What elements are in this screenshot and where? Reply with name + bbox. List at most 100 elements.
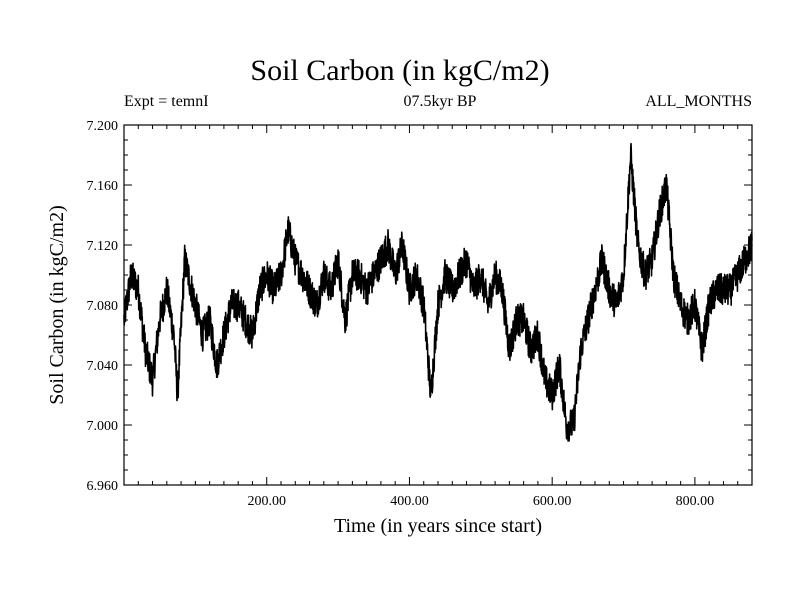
data-point <box>736 274 739 276</box>
data-point <box>729 289 732 291</box>
data-point <box>637 244 639 246</box>
data-point <box>537 334 539 336</box>
chart-title: Soil Carbon (in kgC/m2) <box>250 54 550 87</box>
data-point <box>487 304 489 306</box>
y-tick-label: 6.960 <box>87 479 119 494</box>
data-point <box>608 289 611 291</box>
data-point <box>201 334 204 336</box>
data-point <box>251 334 254 336</box>
x-tick-label: 800.00 <box>676 494 715 509</box>
data-point <box>622 274 625 276</box>
data-point <box>658 214 661 216</box>
data-point <box>565 424 568 426</box>
data-point <box>651 259 653 261</box>
data-point <box>244 319 247 321</box>
x-tick-label: 400.00 <box>390 494 429 509</box>
data-point <box>644 274 646 276</box>
data-point <box>315 304 318 306</box>
data-point <box>280 274 282 276</box>
data-point <box>458 274 461 276</box>
y-tick-label: 7.040 <box>87 359 119 374</box>
data-point <box>387 244 389 246</box>
data-point <box>365 289 368 291</box>
data-point <box>501 289 504 291</box>
series-layer <box>123 142 753 442</box>
data-point <box>415 274 418 276</box>
data-point <box>237 304 239 306</box>
data-point <box>215 364 218 366</box>
x-tick-label: 200.00 <box>247 494 286 509</box>
data-point <box>594 289 596 291</box>
data-point <box>223 334 225 336</box>
data-point <box>515 319 518 321</box>
data-point <box>265 274 268 276</box>
data-point <box>465 259 468 261</box>
data-point <box>137 289 140 291</box>
data-point <box>430 394 432 396</box>
data-point <box>722 289 725 291</box>
data-point <box>130 274 132 276</box>
data-point <box>183 259 186 261</box>
data-point <box>173 334 175 336</box>
data-point <box>144 349 147 351</box>
data-point <box>679 304 682 306</box>
data-point <box>308 289 311 291</box>
data-point <box>572 424 575 426</box>
data-point <box>372 274 375 276</box>
experiment-label: Expt = temnI <box>124 93 209 110</box>
data-point <box>230 304 232 306</box>
data-point <box>715 289 718 291</box>
y-tick-label: 7.200 <box>87 119 119 134</box>
data-point <box>686 319 689 321</box>
data-point <box>672 274 675 276</box>
y-tick-label: 7.120 <box>87 239 119 254</box>
data-point <box>444 274 446 276</box>
data-point <box>494 274 496 276</box>
data-point <box>330 289 332 291</box>
data-point <box>587 319 589 321</box>
data-point <box>544 379 546 381</box>
y-tick-label: 7.080 <box>87 299 119 314</box>
data-point <box>579 349 582 351</box>
data-point <box>472 289 475 291</box>
y-tick-label: 7.000 <box>87 419 119 434</box>
data-point <box>194 304 197 306</box>
data-point <box>508 349 511 351</box>
data-point <box>151 379 154 381</box>
data-point <box>273 289 275 291</box>
data-point <box>558 364 561 366</box>
data-point <box>694 304 696 306</box>
data-point <box>323 274 325 276</box>
y-axis-label: Soil Carbon (in kgC/m2) <box>46 205 68 404</box>
data-point <box>480 274 482 276</box>
data-point <box>437 304 439 306</box>
data-point <box>551 394 553 396</box>
data-point <box>629 154 632 156</box>
data-point <box>344 319 347 321</box>
data-point <box>529 349 532 351</box>
y-tick-label: 7.160 <box>87 179 119 194</box>
data-point <box>408 289 411 291</box>
data-point <box>258 289 261 291</box>
months-label: ALL_MONTHS <box>645 93 752 110</box>
data-point <box>422 304 425 306</box>
data-point <box>294 259 297 261</box>
ticks-layer: 200.00 400.00 600.00 800.00 6.960 7.000 7.040 7… <box>87 119 752 509</box>
data-point <box>701 349 703 351</box>
x-axis-label: Time (in years since start) <box>334 515 542 537</box>
data-point <box>601 259 603 261</box>
data-point <box>744 259 746 261</box>
data-point <box>351 274 354 276</box>
soil-carbon-line <box>123 142 753 442</box>
data-point <box>394 274 396 276</box>
data-point <box>337 259 339 261</box>
data-point <box>158 319 161 321</box>
data-point <box>176 394 179 396</box>
data-point <box>401 244 404 246</box>
data-point <box>665 184 668 186</box>
period-label: 07.5kyr BP <box>403 93 477 110</box>
data-point <box>208 319 211 321</box>
data-point <box>166 289 168 291</box>
data-point <box>451 289 454 291</box>
